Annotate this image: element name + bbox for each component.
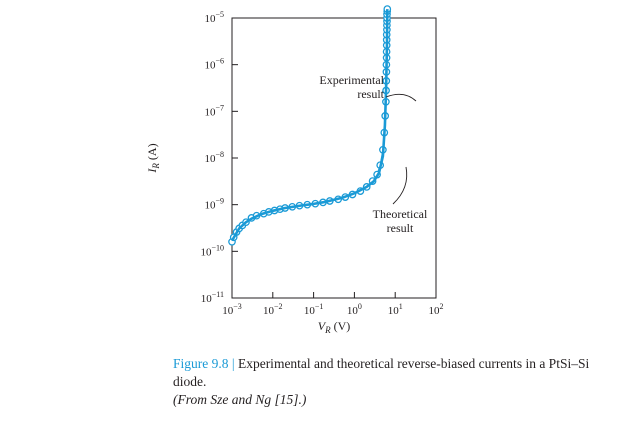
y-tick-label: 10−9 [204, 197, 224, 212]
caption-separator: | [231, 356, 235, 371]
caption-figure-number: Figure 9.8 [173, 356, 229, 371]
y-tick-label: 10−10 [200, 243, 224, 258]
chart-annotations: Experimental result Theoretical result [319, 73, 428, 235]
y-tick-label: 10−6 [204, 57, 224, 72]
figure-caption: Figure 9.8 | Experimental and theoretica… [173, 355, 613, 409]
chart-axes [231, 17, 437, 299]
plot-frame [231, 17, 437, 299]
x-axis-title: VR (V) [318, 319, 351, 335]
y-tick-label: 10−5 [204, 10, 224, 25]
y-tick-label: 10−11 [201, 290, 224, 305]
x-tick-label: 101 [388, 302, 403, 317]
chart-series [228, 5, 392, 246]
x-tick-label: 102 [429, 302, 444, 317]
y-tick-label: 10−8 [204, 150, 224, 165]
theoretical-curve [230, 9, 389, 242]
annotation-theoretical: Theoretical result [373, 207, 428, 235]
chart-axis-titles: VR (V) IR (A) [145, 143, 350, 335]
annotation-theoretical-leader [392, 166, 408, 205]
caption-source: (From Sze and Ng [15].) [173, 392, 307, 407]
y-axis-title: IR (A) [145, 143, 161, 173]
x-tick-label: 10−1 [304, 302, 324, 317]
annotation-experimental: Experimental result [319, 73, 384, 101]
x-tick-label: 10−2 [263, 302, 283, 317]
annotation-experimental-leader [385, 93, 417, 102]
y-tick-label: 10−7 [204, 103, 224, 118]
x-tick-label: 100 [347, 302, 362, 317]
x-tick-label: 10−3 [222, 302, 242, 317]
caption-text: Experimental and theoretical reverse-bia… [173, 356, 590, 389]
